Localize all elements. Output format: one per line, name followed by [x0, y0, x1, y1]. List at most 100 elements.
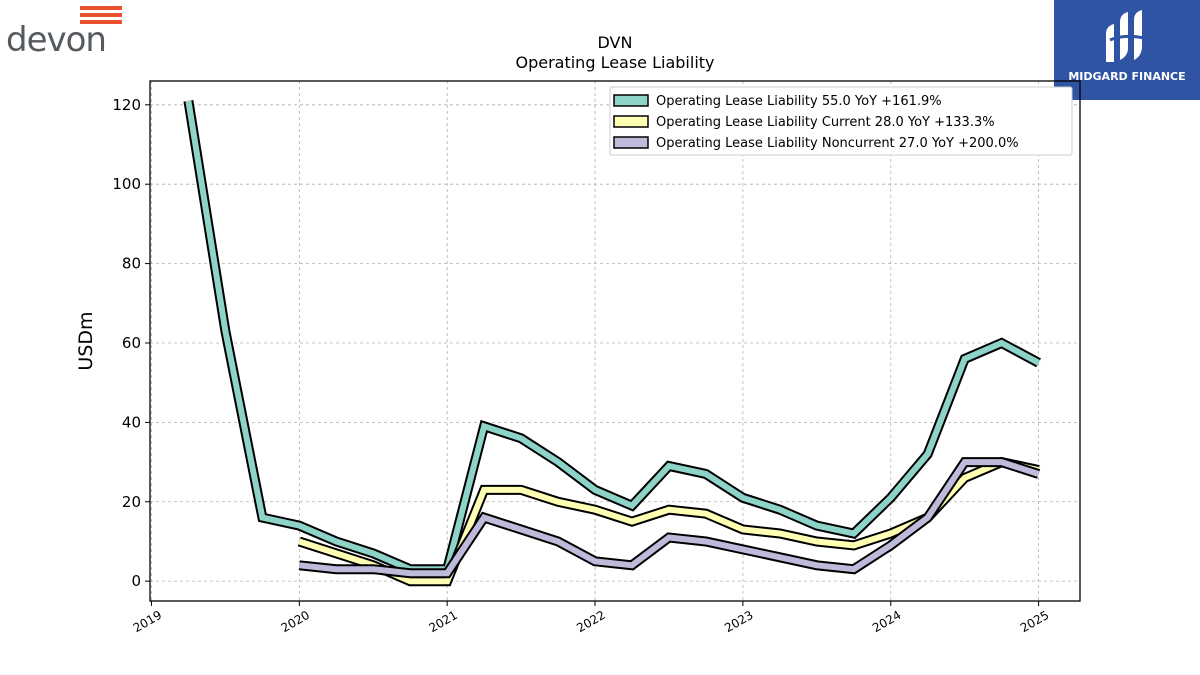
series-point	[962, 475, 967, 480]
series-point	[888, 531, 893, 536]
legend: Operating Lease Liability 55.0 YoY +161.…	[609, 86, 1073, 156]
x-tick-label: 2019	[131, 608, 164, 635]
series-point	[482, 424, 487, 429]
series-point	[925, 515, 930, 520]
series-point	[814, 563, 819, 568]
series-line-outline	[298, 457, 1041, 579]
y-tick-label: 20	[122, 493, 141, 511]
legend-entry: Operating Lease Liability Noncurrent 27.…	[656, 136, 1019, 151]
series-point	[408, 567, 413, 572]
x-tick-label: 2021	[426, 608, 459, 635]
legend-swatch	[613, 136, 649, 149]
x-tick-label: 2022	[574, 608, 607, 635]
legend-entry: Operating Lease Liability 55.0 YoY +161.…	[656, 94, 942, 109]
series-point	[777, 507, 782, 512]
series-point	[593, 487, 598, 492]
series-point	[519, 487, 524, 492]
x-tick-label: 2020	[279, 608, 312, 635]
series-point	[888, 495, 893, 500]
legend-swatch	[613, 94, 649, 107]
series-point	[851, 531, 856, 536]
legend-swatch	[613, 115, 649, 128]
plot-frame	[149, 80, 1081, 602]
series-point	[777, 555, 782, 560]
series-point	[519, 527, 524, 532]
series-line	[183, 98, 1041, 575]
series-point	[297, 563, 302, 568]
series-point	[999, 460, 1004, 465]
series-point	[445, 579, 450, 584]
series-point	[260, 515, 265, 520]
series-line-stroke	[298, 459, 1040, 577]
midgard-logo-mark	[1106, 10, 1145, 62]
series-point	[925, 515, 930, 520]
series-point	[371, 567, 376, 572]
series-point	[297, 539, 302, 544]
series-point	[593, 559, 598, 564]
series-point	[519, 436, 524, 441]
series-point	[925, 452, 930, 457]
series-point	[334, 567, 339, 572]
series-point	[630, 563, 635, 568]
series-point	[999, 340, 1004, 345]
gridlines	[150, 81, 1080, 601]
y-tick-label: 0	[131, 572, 141, 590]
series-point	[408, 579, 413, 584]
chart-title: DVN	[598, 33, 633, 52]
series-point	[814, 539, 819, 544]
devon-logo-text: devon	[6, 20, 107, 60]
series-point	[371, 563, 376, 568]
legend-entry: Operating Lease Liability Current 28.0 Y…	[656, 115, 995, 130]
y-tick-label: 40	[122, 413, 141, 431]
y-axis-ticks: 0 20 40 60 80 100 120	[112, 96, 150, 590]
series-point	[556, 539, 561, 544]
midgard-finance-logo: MIDGARD FINANCE	[1054, 0, 1200, 100]
chart-subtitle: Operating Lease Liability	[515, 53, 714, 72]
series-line-stroke	[185, 100, 1041, 573]
series-point	[556, 499, 561, 504]
series-point	[556, 460, 561, 465]
series-line-outline	[183, 100, 1041, 575]
series-point	[851, 567, 856, 572]
series-point	[482, 515, 487, 520]
series-point	[703, 471, 708, 476]
series-point	[630, 503, 635, 508]
series-point	[482, 487, 487, 492]
series-point	[740, 547, 745, 552]
series-point	[297, 523, 302, 528]
series-point	[851, 543, 856, 548]
series-point	[666, 464, 671, 469]
devon-logo-mark	[80, 6, 122, 24]
series-point	[593, 507, 598, 512]
series-point	[703, 539, 708, 544]
series-line-outline	[297, 456, 1040, 587]
x-tick-label: 2024	[870, 608, 903, 635]
series-point	[666, 507, 671, 512]
series-point	[888, 543, 893, 548]
series-point	[962, 460, 967, 465]
series-line	[297, 456, 1041, 587]
series-point	[962, 356, 967, 361]
y-tick-label: 100	[112, 175, 141, 193]
series-point	[1036, 468, 1041, 473]
y-tick-label: 60	[122, 334, 141, 352]
series-point	[186, 98, 191, 103]
series-point	[334, 539, 339, 544]
y-tick-label: 80	[122, 255, 141, 273]
series-point	[666, 535, 671, 540]
series-point	[1036, 471, 1041, 476]
devon-logo: devon	[0, 0, 130, 70]
x-tick-label: 2023	[722, 608, 755, 635]
series-point	[223, 329, 228, 334]
series-point	[371, 551, 376, 556]
series-point	[334, 551, 339, 556]
series-point	[999, 460, 1004, 465]
midgard-logo-text: MIDGARD FINANCE	[1068, 70, 1186, 83]
x-tick-label: 2025	[1018, 608, 1051, 635]
series-point	[740, 495, 745, 500]
series-point	[630, 519, 635, 524]
series-point	[445, 567, 450, 572]
x-axis-ticks: 2019 2020 2021 2022 2023 2024 2025	[131, 601, 1051, 635]
series-point	[777, 531, 782, 536]
